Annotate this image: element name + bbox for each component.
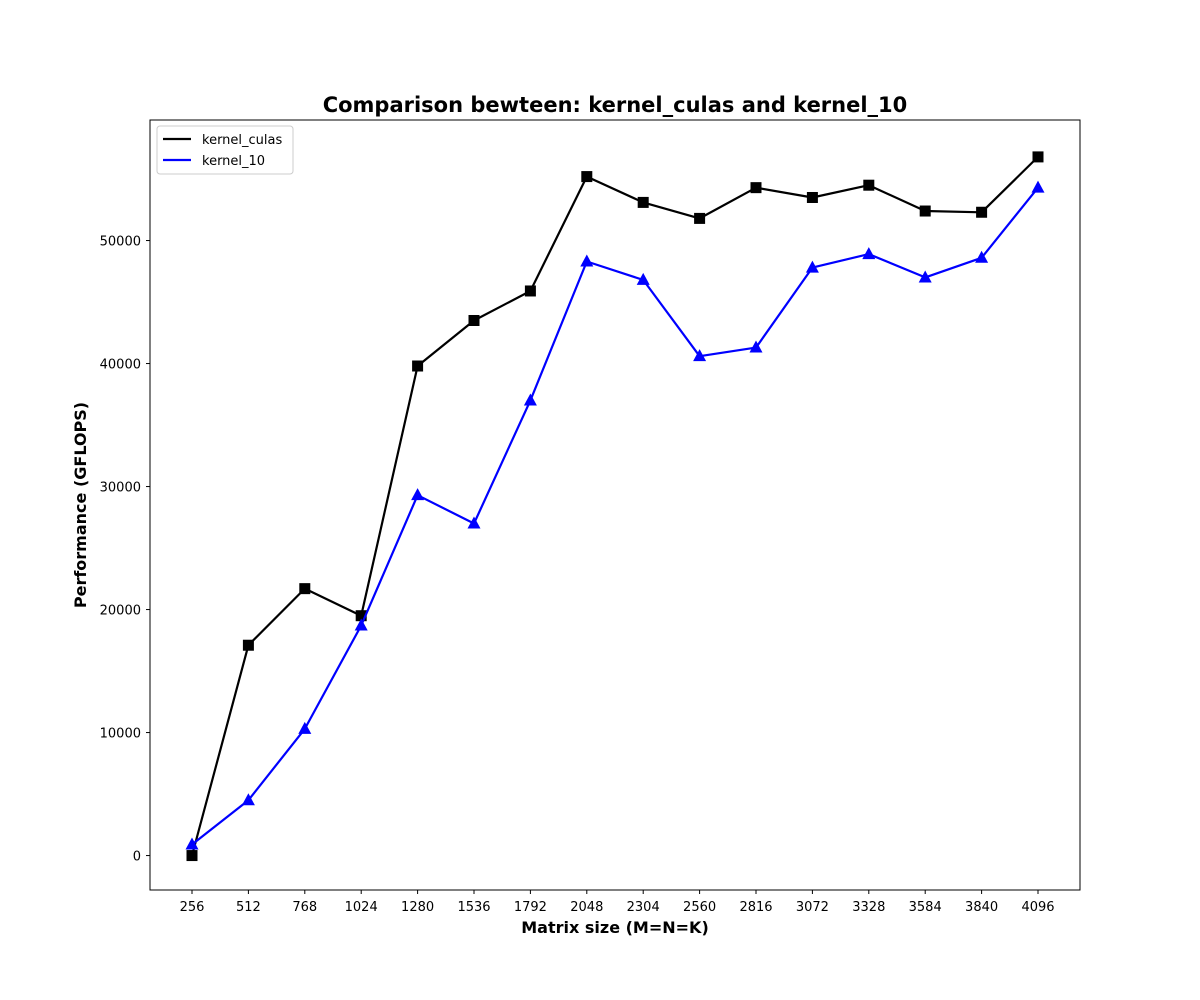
x-tick-label: 2560 — [683, 900, 716, 915]
data-point-kernel-culas — [919, 205, 931, 217]
x-tick-label: 1024 — [345, 900, 378, 915]
x-axis-label: Matrix size (M=N=K) — [521, 918, 709, 937]
data-point-kernel-culas — [355, 610, 367, 622]
legend-label: kernel_10 — [202, 154, 265, 169]
x-tick-label: 3584 — [909, 900, 942, 915]
data-point-kernel-culas — [976, 206, 988, 218]
y-tick-label: 30000 — [100, 481, 141, 496]
legend-label: kernel_culas — [202, 133, 282, 148]
data-point-kernel-10 — [918, 270, 932, 283]
x-tick-label: 2304 — [627, 900, 660, 915]
x-tick-label: 1536 — [457, 900, 490, 915]
data-point-kernel-culas — [186, 850, 198, 862]
x-axis: 256 512 768 1024 1280 1536 1792 2048 2304 2560 281… — [180, 890, 1055, 915]
x-tick-label: 2048 — [570, 900, 603, 915]
data-point-kernel-10 — [1031, 180, 1045, 193]
y-axis-label: Performance (GFLOPS) — [71, 402, 90, 608]
y-tick-label: 20000 — [100, 604, 141, 619]
data-point-kernel-culas — [1032, 151, 1044, 163]
data-point-kernel-culas — [863, 179, 875, 191]
x-tick-label: 3328 — [852, 900, 885, 915]
x-tick-label: 1792 — [514, 900, 547, 915]
y-tick-label: 40000 — [100, 358, 141, 373]
data-point-kernel-10 — [862, 247, 876, 260]
data-point-kernel-culas — [581, 171, 593, 183]
data-point-kernel-10 — [241, 793, 255, 806]
plot-area — [185, 151, 1045, 862]
data-point-kernel-culas — [750, 182, 762, 194]
data-point-kernel-10 — [636, 272, 650, 285]
data-point-kernel-culas — [524, 285, 536, 297]
x-tick-label: 256 — [180, 900, 205, 915]
data-point-kernel-culas — [806, 191, 818, 203]
y-axis: 0 10000 20000 30000 40000 50000 — [100, 235, 150, 865]
data-point-kernel-10 — [354, 618, 368, 631]
data-point-kernel-10 — [693, 349, 707, 362]
x-tick-label: 3840 — [965, 900, 998, 915]
data-point-kernel-10 — [523, 393, 537, 406]
plot-frame — [149, 119, 1081, 891]
data-point-kernel-culas — [468, 314, 480, 326]
x-tick-label: 2816 — [739, 900, 772, 915]
data-point-kernel-culas — [637, 196, 649, 208]
data-point-kernel-10 — [411, 488, 425, 501]
data-point-kernel-10 — [975, 250, 989, 263]
data-point-kernel-10 — [298, 721, 312, 734]
data-point-kernel-10 — [580, 254, 594, 267]
data-point-kernel-10 — [805, 260, 819, 273]
x-tick-label: 512 — [236, 900, 261, 915]
data-point-kernel-10 — [749, 340, 763, 353]
chart-title: Comparison bewteen: kernel_culas and ker… — [323, 93, 908, 117]
y-tick-label: 0 — [133, 850, 141, 865]
data-point-kernel-culas — [299, 583, 311, 595]
x-tick-label: 4096 — [1021, 900, 1054, 915]
data-point-kernel-10 — [467, 516, 481, 529]
x-tick-label: 1280 — [401, 900, 434, 915]
legend: kernel_culas kernel_10 — [156, 125, 294, 175]
series-line-kernel-culas — [190, 156, 1039, 856]
y-tick-label: 50000 — [100, 235, 141, 250]
data-point-kernel-culas — [242, 639, 254, 651]
x-tick-label: 3072 — [796, 900, 829, 915]
y-tick-label: 10000 — [100, 727, 141, 742]
x-tick-label: 768 — [292, 900, 317, 915]
series-line-kernel-10 — [191, 187, 1039, 846]
data-point-kernel-10 — [185, 837, 199, 850]
data-point-kernel-culas — [412, 360, 424, 372]
data-point-kernel-culas — [694, 212, 706, 224]
